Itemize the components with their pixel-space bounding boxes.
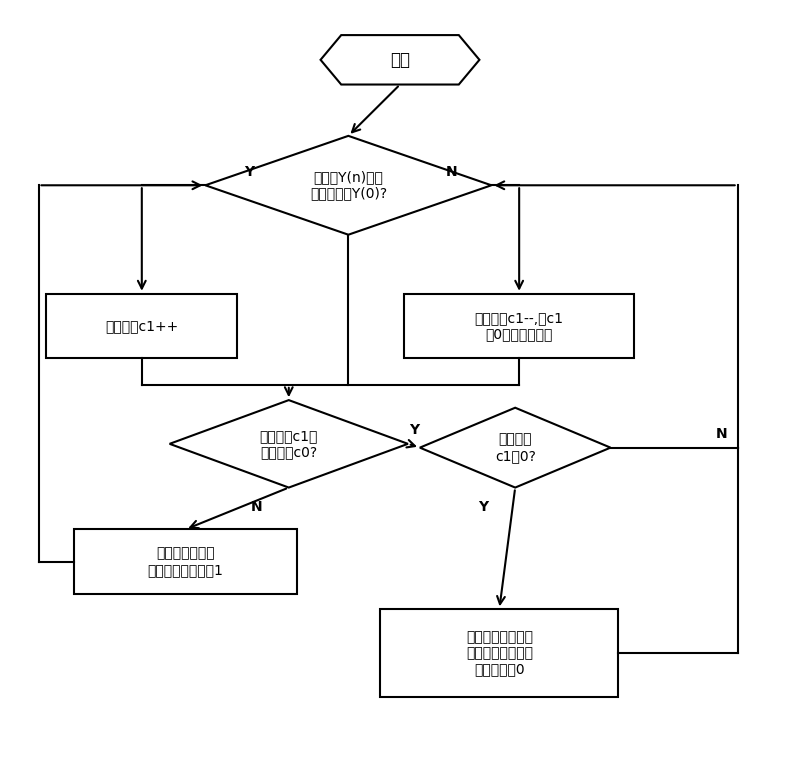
Text: 计数器值c1--,且c1
为0时，减法无效: 计数器值c1--,且c1 为0时，减法无效	[474, 311, 564, 341]
Text: 故障真实发生，
相应故障标志位置1: 故障真实发生， 相应故障标志位置1	[147, 547, 223, 577]
Text: Y: Y	[244, 165, 254, 178]
Text: N: N	[251, 499, 263, 513]
Text: 计数器值c1小
于限制值c0?: 计数器值c1小 于限制值c0?	[259, 429, 318, 459]
Text: 计数器值c1++: 计数器值c1++	[105, 319, 178, 333]
Text: 计数器值
c1为0?: 计数器值 c1为0?	[494, 433, 536, 463]
Text: Y: Y	[478, 499, 489, 513]
Bar	[74, 529, 297, 594]
Text: 开始: 开始	[390, 51, 410, 69]
Bar	[46, 293, 237, 358]
Text: Y: Y	[409, 423, 419, 437]
Bar	[380, 609, 618, 697]
Text: 采集值Y(n)大于
故障限制值Y(0)?: 采集值Y(n)大于 故障限制值Y(0)?	[310, 170, 387, 201]
Bar	[404, 293, 634, 358]
Text: N: N	[716, 427, 727, 441]
Text: 故障恢复或者故障
没发生，将相应故
障标志位置0: 故障恢复或者故障 没发生，将相应故 障标志位置0	[466, 630, 533, 676]
Text: N: N	[446, 165, 458, 178]
